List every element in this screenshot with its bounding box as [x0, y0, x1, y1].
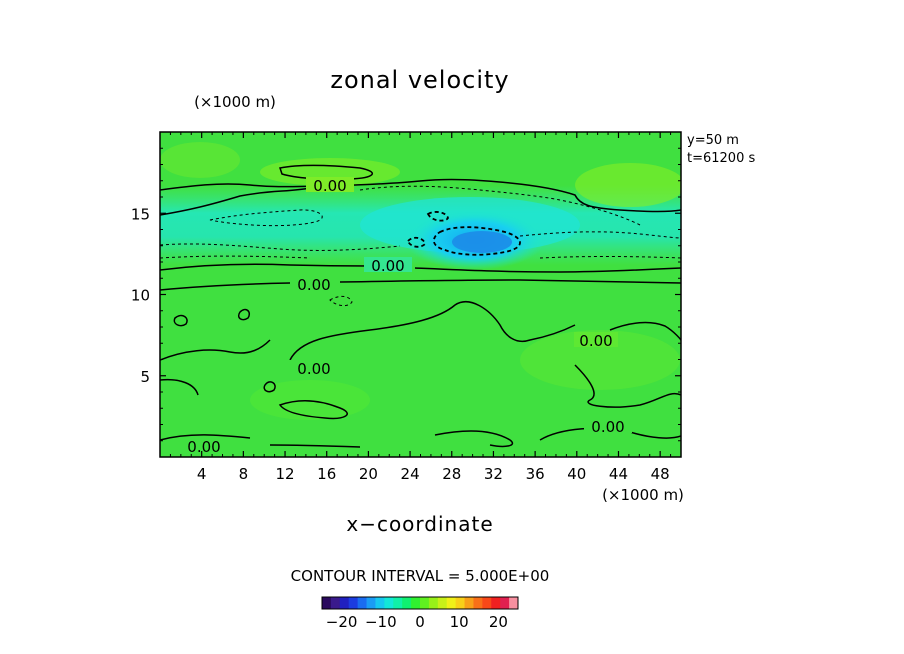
- y-tick-label: 10: [131, 287, 150, 305]
- x-axis: 4 8 12 16 20 24 28 32 36 40 44 48: [169, 132, 672, 483]
- x-axis-unit: (×1000 m): [602, 486, 684, 504]
- x-tick-label: 36: [526, 465, 545, 483]
- colorbar-tick-label: −20: [326, 613, 358, 631]
- chart-title: zonal velocity: [330, 66, 509, 94]
- field-patch-3: [160, 142, 240, 178]
- x-tick-label: 4: [197, 465, 207, 483]
- contour-label-7: 0.00: [187, 438, 220, 456]
- contour-label-6: 0.00: [591, 418, 624, 436]
- contour-neg-dashed-3: [160, 255, 681, 307]
- contour-label-5: 0.00: [297, 360, 330, 378]
- contour-label-bg-5: [290, 360, 338, 375]
- colorbar-swatch: [437, 597, 448, 609]
- y-tick-label: 15: [131, 205, 150, 223]
- colorbar-swatch: [428, 597, 439, 609]
- contour-label-bg-4: [574, 332, 618, 347]
- contour-zero-5: [279, 164, 373, 180]
- colorbar-swatch: [500, 597, 510, 609]
- colorbar-tick-label: 0: [415, 613, 425, 631]
- colorbar-swatch: [509, 597, 519, 609]
- contour-neg-dashed-1: [160, 231, 681, 251]
- contour-label-1: 0.00: [313, 177, 346, 195]
- field-patch-2: [575, 163, 681, 207]
- colorbar-frame: [321, 596, 519, 610]
- contour-zero-3: [160, 263, 681, 273]
- contour-label-bg-6: [584, 418, 632, 433]
- colorbar-swatch: [402, 597, 412, 609]
- contour-zero-8: [278, 400, 348, 420]
- field-patch-1: [260, 158, 400, 186]
- x-tick-label: 16: [317, 465, 336, 483]
- contour-label-bg-2: [364, 257, 412, 272]
- colorbar-swatch: [348, 597, 359, 609]
- x-tick-label: 32: [484, 465, 503, 483]
- colorbar-swatch: [491, 597, 501, 609]
- contour-zero-7: [160, 364, 681, 408]
- colorbar-tick-label: 20: [489, 613, 508, 631]
- y-axis: 5 10 15: [131, 147, 681, 442]
- x-tick-label: 8: [239, 465, 249, 483]
- contour-zero-2: [160, 187, 311, 216]
- colorbar-swatch: [322, 597, 332, 609]
- x-tick-label: 20: [359, 465, 378, 483]
- colorbar-tick-label: 10: [450, 613, 469, 631]
- colorbar-swatch: [393, 597, 403, 609]
- contour-zero-10: [173, 308, 276, 393]
- contour-interval-text: CONTOUR INTERVAL = 5.000E+00: [291, 567, 550, 585]
- x-tick-label: 28: [442, 465, 461, 483]
- colorbar-swatch: [455, 597, 465, 609]
- y-axis-unit: (×1000 m): [194, 93, 276, 111]
- y-tick-label: 5: [140, 368, 150, 386]
- contour-label-2: 0.00: [371, 257, 404, 275]
- colorbar-swatch: [420, 597, 430, 609]
- info-text: y=50 m t=61200 s: [687, 133, 755, 166]
- contour-label-3: 0.00: [297, 276, 330, 294]
- colorbar: −20 −10 0 10 20: [321, 596, 519, 631]
- colorbar-tick-label: −10: [365, 613, 397, 631]
- x-axis-title: x−coordinate: [346, 512, 493, 536]
- colorbar-swatch: [357, 597, 367, 609]
- colorbar-swatch: [339, 597, 350, 609]
- colorbar-swatch: [375, 597, 385, 609]
- field-blob-core: [452, 231, 512, 253]
- colorbar-swatch: [446, 597, 457, 609]
- colorbar-swatch: [330, 597, 341, 609]
- colorbar-swatch: [473, 597, 483, 609]
- contour-lines: [160, 164, 681, 448]
- x-tick-label: 12: [275, 465, 294, 483]
- colorbar-swatch: [384, 597, 394, 609]
- contour-labels: 0.00 0.00 0.00 0.00 0.00 0.00 0.00: [180, 177, 632, 456]
- colorbar-swatch: [411, 597, 421, 609]
- contour-label-bg-7: [180, 438, 228, 453]
- x-tick-label: 44: [609, 465, 628, 483]
- contour-zero-1: [160, 178, 681, 213]
- colorbar-swatch: [366, 597, 376, 609]
- contour-neg-dashed-2: [209, 185, 641, 227]
- x-tick-label: 48: [651, 465, 670, 483]
- contour-label-bg-1: [306, 177, 354, 192]
- field-patch-5: [250, 380, 370, 420]
- colorbar-swatch: [482, 597, 492, 609]
- contour-zero-6: [160, 301, 681, 361]
- info-line-y: y=50 m: [687, 133, 739, 148]
- x-tick-label: 24: [401, 465, 420, 483]
- contour-zero-9: [160, 427, 681, 448]
- colorbar-swatch: [464, 597, 474, 609]
- contour-label-4: 0.00: [579, 332, 612, 350]
- contour-label-bg-3: [290, 276, 338, 291]
- contour-neg5-small: [406, 211, 449, 248]
- info-line-t: t=61200 s: [687, 151, 755, 166]
- contour-zero-4: [160, 279, 681, 291]
- x-tick-label: 40: [567, 465, 586, 483]
- field-patch-6: [520, 330, 680, 390]
